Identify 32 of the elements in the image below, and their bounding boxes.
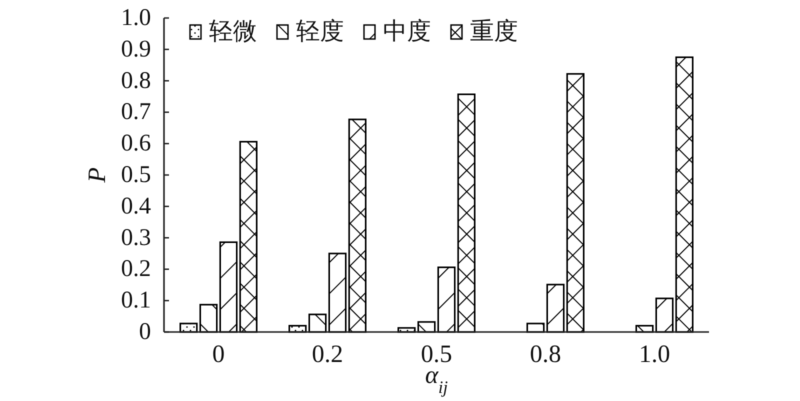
y-tick-label: 1.0 xyxy=(121,5,151,31)
y-tick-label: 0.9 xyxy=(121,36,151,62)
bar xyxy=(457,94,476,333)
bar xyxy=(239,140,258,333)
bar xyxy=(655,298,674,333)
bar xyxy=(199,304,218,333)
bar xyxy=(308,314,327,333)
x-tick-label: 0 xyxy=(212,341,225,368)
x-tick-label: 0.2 xyxy=(312,341,344,368)
y-tick-label: 0.1 xyxy=(121,288,151,314)
bar xyxy=(546,284,565,333)
x-tick-label: 1.0 xyxy=(638,341,670,368)
y-tick-label: 0.5 xyxy=(121,162,151,188)
legend-label: 轻度 xyxy=(296,18,344,45)
bar xyxy=(675,56,694,333)
y-axis-title: P xyxy=(84,167,110,184)
legend-label: 轻微 xyxy=(209,19,257,45)
bar xyxy=(328,252,347,333)
legend-label: 中度 xyxy=(383,18,431,45)
bar xyxy=(566,73,585,333)
bar xyxy=(219,241,238,333)
y-tick-label: 0.8 xyxy=(121,68,151,94)
y-tick-label: 0.3 xyxy=(121,224,151,251)
y-tick-label: 0.2 xyxy=(121,256,151,282)
y-tick-label: 0.7 xyxy=(121,99,151,126)
y-tick-label: 0 xyxy=(139,319,151,345)
legend-label: 重度 xyxy=(470,18,518,45)
y-tick-label: 0.4 xyxy=(121,193,151,220)
bar xyxy=(348,118,367,333)
bar xyxy=(437,266,456,333)
x-tick-label: 0.8 xyxy=(530,341,562,368)
y-tick-label: 0.6 xyxy=(121,130,151,157)
